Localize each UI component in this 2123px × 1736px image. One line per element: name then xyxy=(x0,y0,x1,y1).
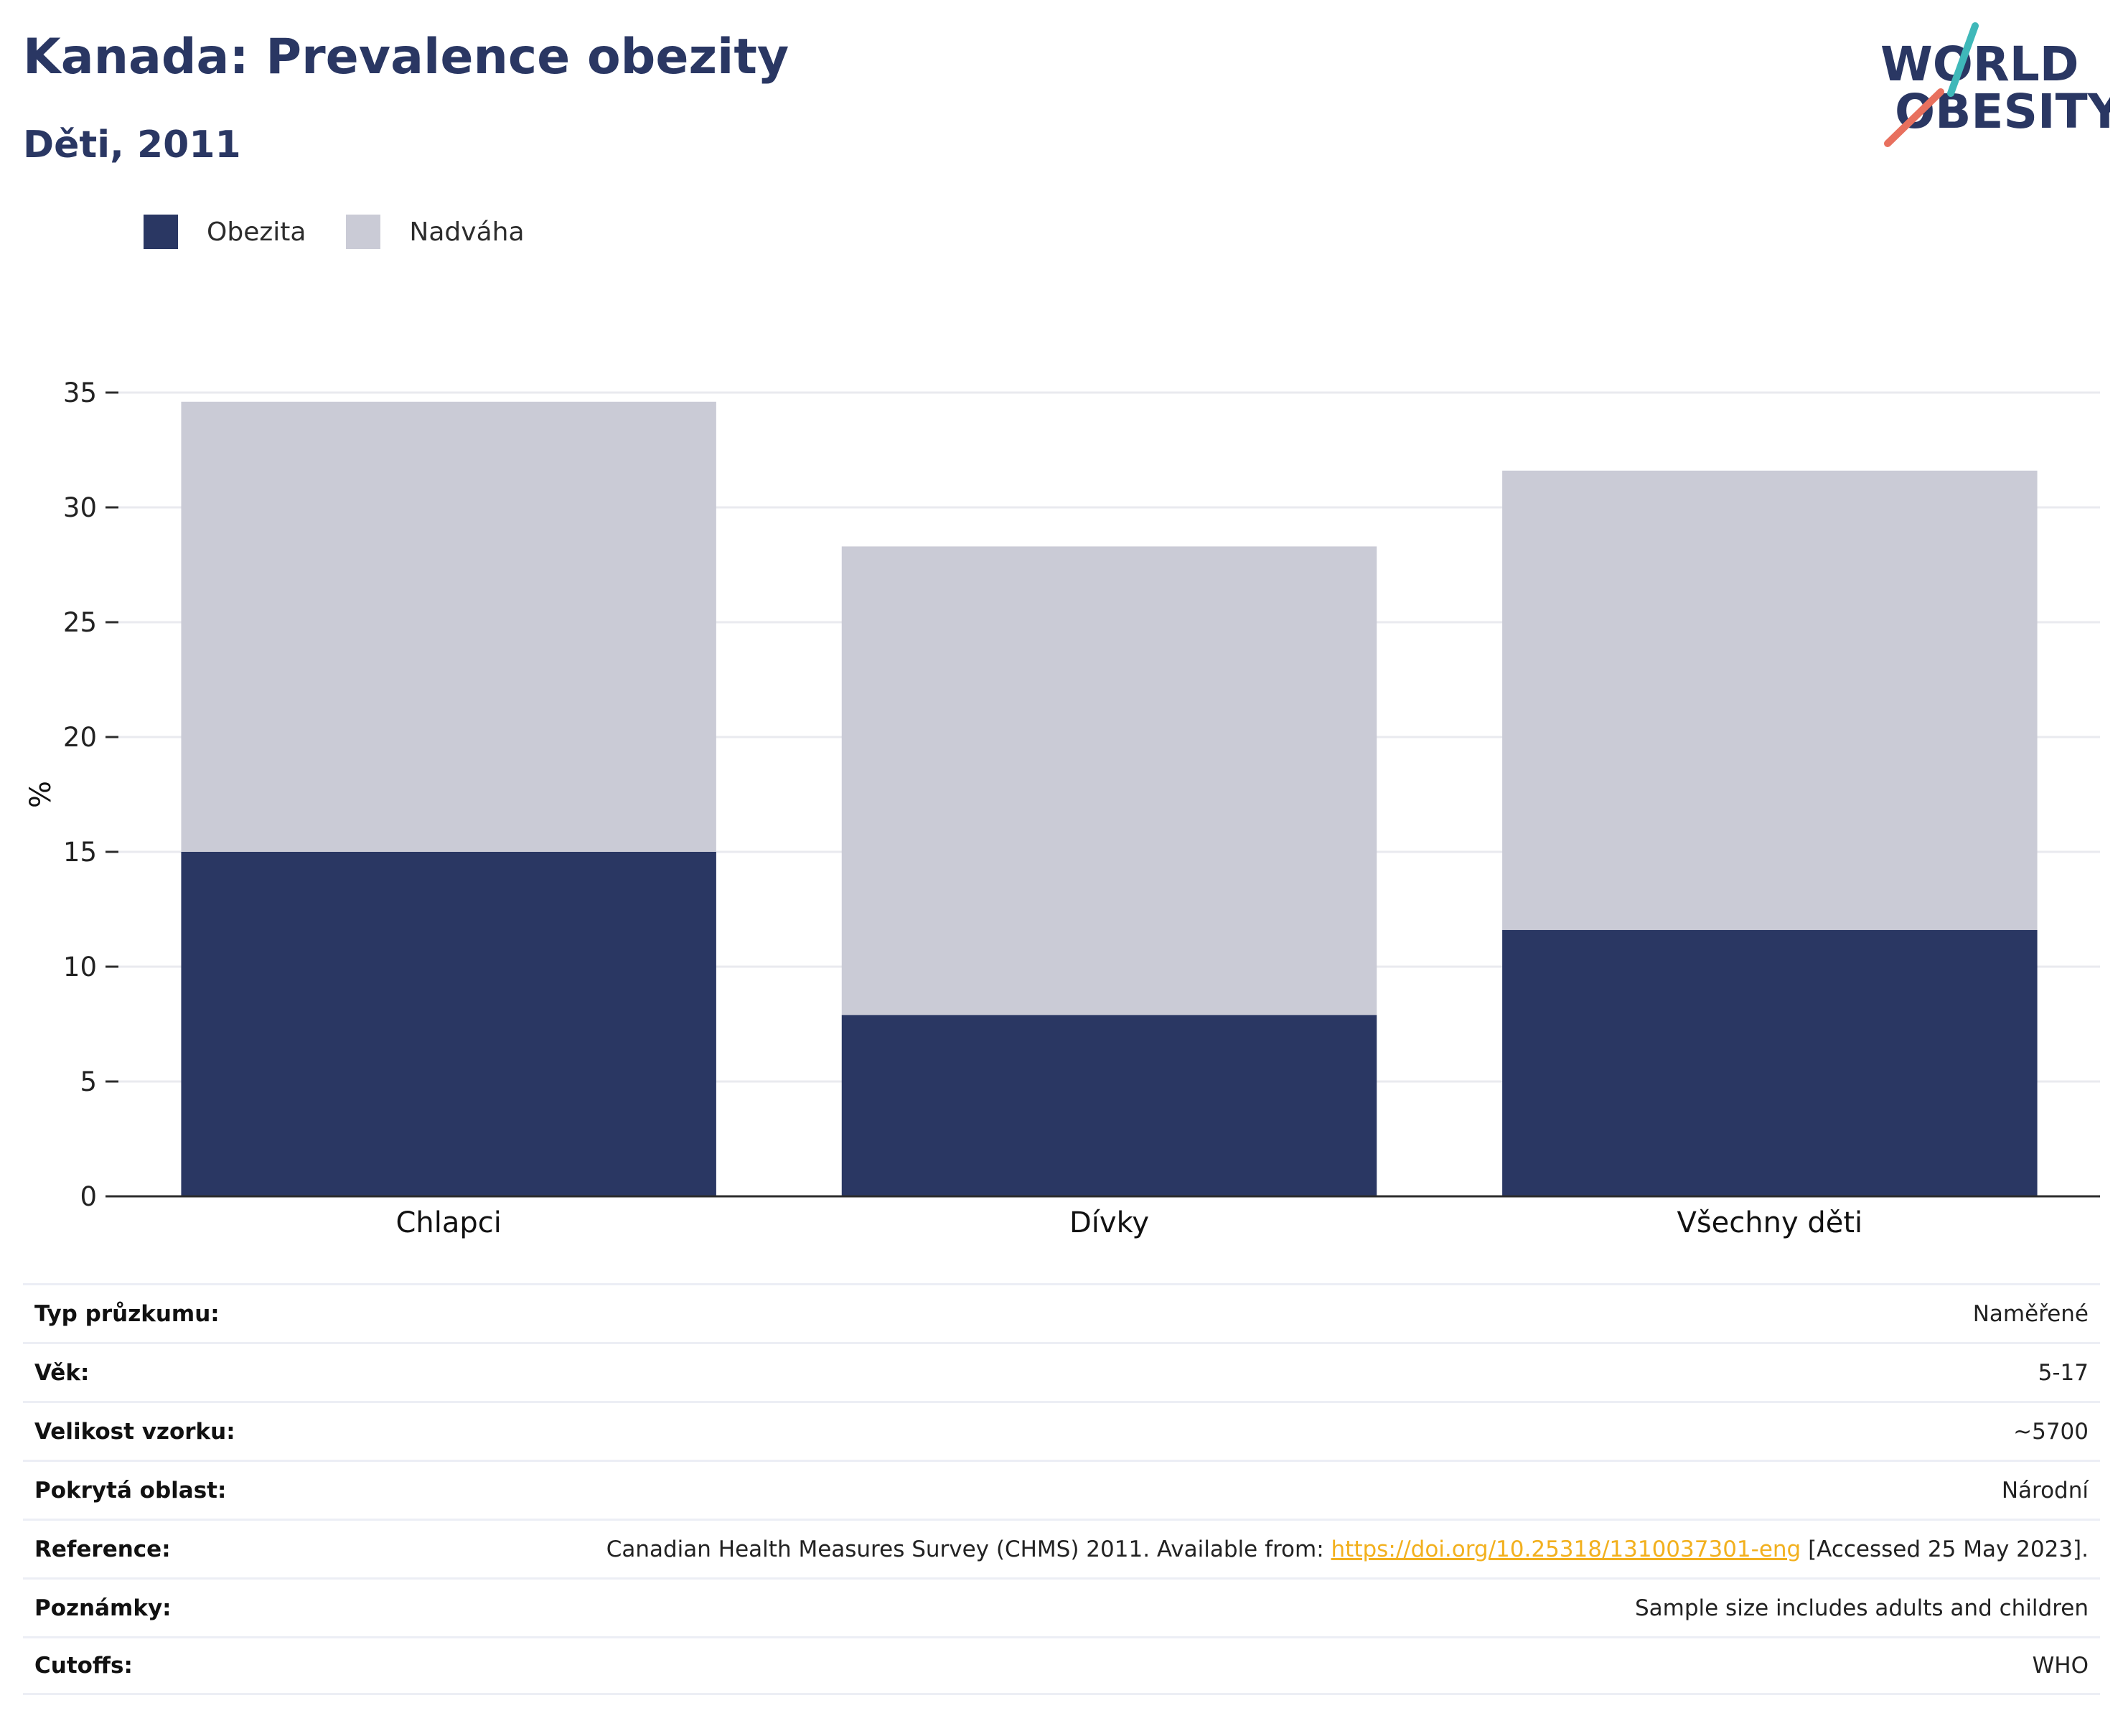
info-label: Typ průzkumu: xyxy=(34,1300,220,1327)
logo-line-obesity: OBESITY xyxy=(1895,84,2110,139)
legend-label-overweight: Nadváha xyxy=(409,217,525,247)
info-row-notes: Poznámky: Sample size includes adults an… xyxy=(23,1577,2100,1636)
y-tick-label: 25 xyxy=(63,607,97,638)
info-label: Pokrytá oblast: xyxy=(34,1477,227,1503)
info-value: ~5700 xyxy=(2013,1418,2089,1445)
x-tick-label: Všechny děti xyxy=(1677,1206,1862,1239)
info-value: 5-17 xyxy=(2038,1359,2089,1386)
info-value: Sample size includes adults and children xyxy=(1634,1595,2089,1621)
info-label: Velikost vzorku: xyxy=(34,1418,235,1445)
y-tick-label: 0 xyxy=(80,1181,97,1212)
legend-swatch-obesity xyxy=(144,215,178,249)
survey-info-table: Typ průzkumu: Naměřené Věk: 5-17 Velikos… xyxy=(23,1283,2100,1695)
reference-text: Canadian Health Measures Survey (CHMS) 2… xyxy=(606,1536,1331,1562)
reference-link[interactable]: https://doi.org/10.25318/1310037301-eng xyxy=(1331,1536,1801,1562)
chart-subtitle: Děti, 2011 xyxy=(23,123,241,166)
bar-overweight[interactable] xyxy=(181,401,716,852)
info-row-survey-type: Typ průzkumu: Naměřené xyxy=(23,1283,2100,1342)
y-axis-label: % xyxy=(24,781,57,808)
logo-line-world: WORLD xyxy=(1880,37,2079,92)
chart-legend: Obezita Nadváha xyxy=(144,214,565,250)
bar-obesity[interactable] xyxy=(841,1015,1377,1196)
info-label: Poznámky: xyxy=(34,1595,172,1621)
legend-item-overweight[interactable]: Nadváha xyxy=(346,215,525,249)
y-tick-label: 20 xyxy=(63,722,97,753)
info-label: Reference: xyxy=(34,1536,171,1562)
bar-obesity[interactable] xyxy=(1502,929,2038,1196)
info-row-age: Věk: 5-17 xyxy=(23,1342,2100,1401)
info-value: Naměřené xyxy=(1972,1300,2089,1327)
y-tick-label: 35 xyxy=(63,377,97,408)
info-value-reference: Canadian Health Measures Survey (CHMS) 2… xyxy=(606,1536,2089,1562)
bar-overweight[interactable] xyxy=(841,546,1377,1015)
x-tick-label: Dívky xyxy=(1069,1206,1149,1239)
info-value: WHO xyxy=(2032,1653,2089,1679)
info-label: Věk: xyxy=(34,1359,90,1386)
bar-overweight[interactable] xyxy=(1502,470,2038,930)
info-row-cutoffs: Cutoffs: WHO xyxy=(23,1636,2100,1695)
bar-obesity[interactable] xyxy=(181,852,716,1196)
y-tick-label: 30 xyxy=(63,492,97,523)
world-obesity-logo: WORLD OBESITY xyxy=(1880,22,2110,147)
x-tick-label: Chlapci xyxy=(395,1206,501,1239)
legend-swatch-overweight xyxy=(346,215,381,249)
info-row-coverage: Pokrytá oblast: Národní xyxy=(23,1460,2100,1519)
chart-title: Kanada: Prevalence obezity xyxy=(23,29,789,85)
info-label: Cutoffs: xyxy=(34,1653,133,1679)
y-tick-label: 10 xyxy=(63,952,97,982)
info-row-reference: Reference: Canadian Health Measures Surv… xyxy=(23,1519,2100,1577)
y-tick-label: 15 xyxy=(63,837,97,868)
reference-accessed: [Accessed 25 May 2023]. xyxy=(1801,1536,2089,1562)
logo-slash-teal xyxy=(1947,22,1979,97)
legend-label-obesity: Obezita xyxy=(207,217,306,247)
logo-slash-coral xyxy=(1884,88,1944,147)
stacked-bar-chart: 0 5 10 15 20 25 30 35% Chlapci Dívky Všechny děti xyxy=(24,377,2100,1239)
y-tick-label: 5 xyxy=(80,1066,97,1097)
info-row-sample-size: Velikost vzorku: ~5700 xyxy=(23,1401,2100,1460)
legend-item-obesity[interactable]: Obezita xyxy=(144,215,306,249)
info-value: Národní xyxy=(2001,1477,2089,1503)
